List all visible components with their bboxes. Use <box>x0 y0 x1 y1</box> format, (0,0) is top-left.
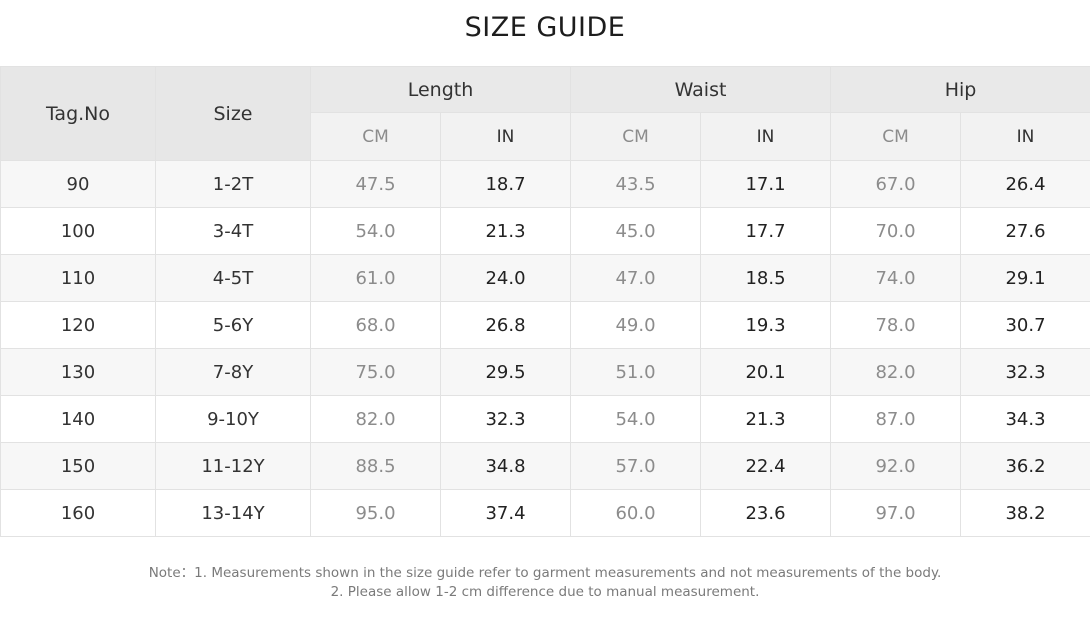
cell-waist-cm: 49.0 <box>570 301 702 349</box>
cell-length-in: 21.3 <box>439 207 572 255</box>
cell-size: 4-5T <box>155 254 311 302</box>
cell-size: 13-14Y <box>155 489 311 537</box>
cell-length-in: 26.8 <box>439 301 572 349</box>
cell-hip-in: 26.4 <box>960 160 1090 208</box>
header-size: Size <box>155 66 311 161</box>
note-line-1: Note：1. Measurements shown in the size g… <box>148 565 942 581</box>
cell-waist-cm: 54.0 <box>570 395 702 443</box>
header-waist-in: IN <box>700 112 832 161</box>
table-body: 90 1-2T 47.5 18.7 43.5 17.1 67.0 26.4 100 3-4T 54.… <box>0 160 1090 537</box>
table-row: 140 9-10Y 82.0 32.3 54.0 21.3 87.0 34.3 <box>0 395 1090 443</box>
cell-waist-in: 22.4 <box>700 442 832 490</box>
note-line-2: 2. Please allow 1-2 cm difference due to… <box>330 584 760 600</box>
table-row: 120 5-6Y 68.0 26.8 49.0 19.3 78.0 30.7 <box>0 301 1090 349</box>
header-length: Length <box>309 66 572 113</box>
cell-length-cm: 75.0 <box>310 348 441 396</box>
cell-tag-no: 130 <box>0 348 156 396</box>
table-row: 150 11-12Y 88.5 34.8 57.0 22.4 92.0 36.2 <box>0 442 1090 490</box>
cell-tag-no: 110 <box>0 254 156 302</box>
header-hip-cm: CM <box>830 112 962 161</box>
header-waist-cm: CM <box>570 112 702 161</box>
header-hip: Hip <box>830 66 1090 113</box>
cell-hip-in: 36.2 <box>960 442 1090 490</box>
cell-hip-cm: 82.0 <box>830 348 962 396</box>
page-title: SIZE GUIDE <box>464 12 626 43</box>
size-note: Note：1. Measurements shown in the size g… <box>0 564 1090 602</box>
cell-waist-cm: 43.5 <box>570 160 702 208</box>
cell-length-cm: 61.0 <box>310 254 441 302</box>
cell-length-in: 32.3 <box>439 395 572 443</box>
cell-size: 11-12Y <box>155 442 311 490</box>
header-hip-in: IN <box>960 112 1090 161</box>
cell-hip-cm: 78.0 <box>830 301 962 349</box>
cell-hip-in: 34.3 <box>960 395 1090 443</box>
cell-hip-cm: 92.0 <box>830 442 962 490</box>
cell-length-cm: 54.0 <box>310 207 441 255</box>
cell-length-cm: 68.0 <box>310 301 441 349</box>
cell-tag-no: 90 <box>0 160 156 208</box>
cell-waist-in: 19.3 <box>700 301 832 349</box>
cell-size: 1-2T <box>155 160 311 208</box>
cell-length-cm: 95.0 <box>310 489 441 537</box>
cell-hip-cm: 87.0 <box>830 395 962 443</box>
cell-waist-cm: 47.0 <box>570 254 702 302</box>
cell-hip-in: 29.1 <box>960 254 1090 302</box>
header-waist: Waist <box>570 66 832 113</box>
header-length-in: IN <box>439 112 572 161</box>
cell-waist-cm: 60.0 <box>570 489 702 537</box>
cell-size: 5-6Y <box>155 301 311 349</box>
cell-hip-in: 27.6 <box>960 207 1090 255</box>
cell-hip-in: 32.3 <box>960 348 1090 396</box>
cell-waist-cm: 57.0 <box>570 442 702 490</box>
cell-length-cm: 82.0 <box>310 395 441 443</box>
cell-waist-cm: 51.0 <box>570 348 702 396</box>
cell-tag-no: 140 <box>0 395 156 443</box>
table-header: Tag.No Size Length Waist Hip CM IN CM IN… <box>0 66 1090 161</box>
cell-length-in: 34.8 <box>439 442 572 490</box>
cell-waist-in: 18.5 <box>700 254 832 302</box>
cell-size: 3-4T <box>155 207 311 255</box>
table-row: 90 1-2T 47.5 18.7 43.5 17.1 67.0 26.4 <box>0 160 1090 208</box>
cell-hip-cm: 74.0 <box>830 254 962 302</box>
cell-hip-cm: 67.0 <box>830 160 962 208</box>
cell-tag-no: 100 <box>0 207 156 255</box>
cell-waist-cm: 45.0 <box>570 207 702 255</box>
cell-waist-in: 17.7 <box>700 207 832 255</box>
cell-length-in: 24.0 <box>439 254 572 302</box>
cell-tag-no: 160 <box>0 489 156 537</box>
cell-hip-cm: 97.0 <box>830 489 962 537</box>
cell-tag-no: 120 <box>0 301 156 349</box>
cell-waist-in: 23.6 <box>700 489 832 537</box>
table-row: 160 13-14Y 95.0 37.4 60.0 23.6 97.0 38.2 <box>0 489 1090 537</box>
cell-length-cm: 47.5 <box>310 160 441 208</box>
size-guide-table: Tag.No Size Length Waist Hip CM IN CM IN… <box>0 66 1090 537</box>
header-length-cm: CM <box>310 112 441 161</box>
cell-hip-cm: 70.0 <box>830 207 962 255</box>
cell-hip-in: 30.7 <box>960 301 1090 349</box>
cell-waist-in: 20.1 <box>700 348 832 396</box>
cell-hip-in: 38.2 <box>960 489 1090 537</box>
cell-waist-in: 17.1 <box>700 160 832 208</box>
cell-tag-no: 150 <box>0 442 156 490</box>
table-row: 110 4-5T 61.0 24.0 47.0 18.5 74.0 29.1 <box>0 254 1090 302</box>
header-tag-no: Tag.No <box>0 66 156 161</box>
cell-size: 7-8Y <box>155 348 311 396</box>
table-row: 100 3-4T 54.0 21.3 45.0 17.7 70.0 27.6 <box>0 207 1090 255</box>
cell-length-cm: 88.5 <box>310 442 441 490</box>
cell-size: 9-10Y <box>155 395 311 443</box>
cell-length-in: 29.5 <box>439 348 572 396</box>
table-row: 130 7-8Y 75.0 29.5 51.0 20.1 82.0 32.3 <box>0 348 1090 396</box>
cell-length-in: 18.7 <box>439 160 572 208</box>
cell-waist-in: 21.3 <box>700 395 832 443</box>
cell-length-in: 37.4 <box>439 489 572 537</box>
